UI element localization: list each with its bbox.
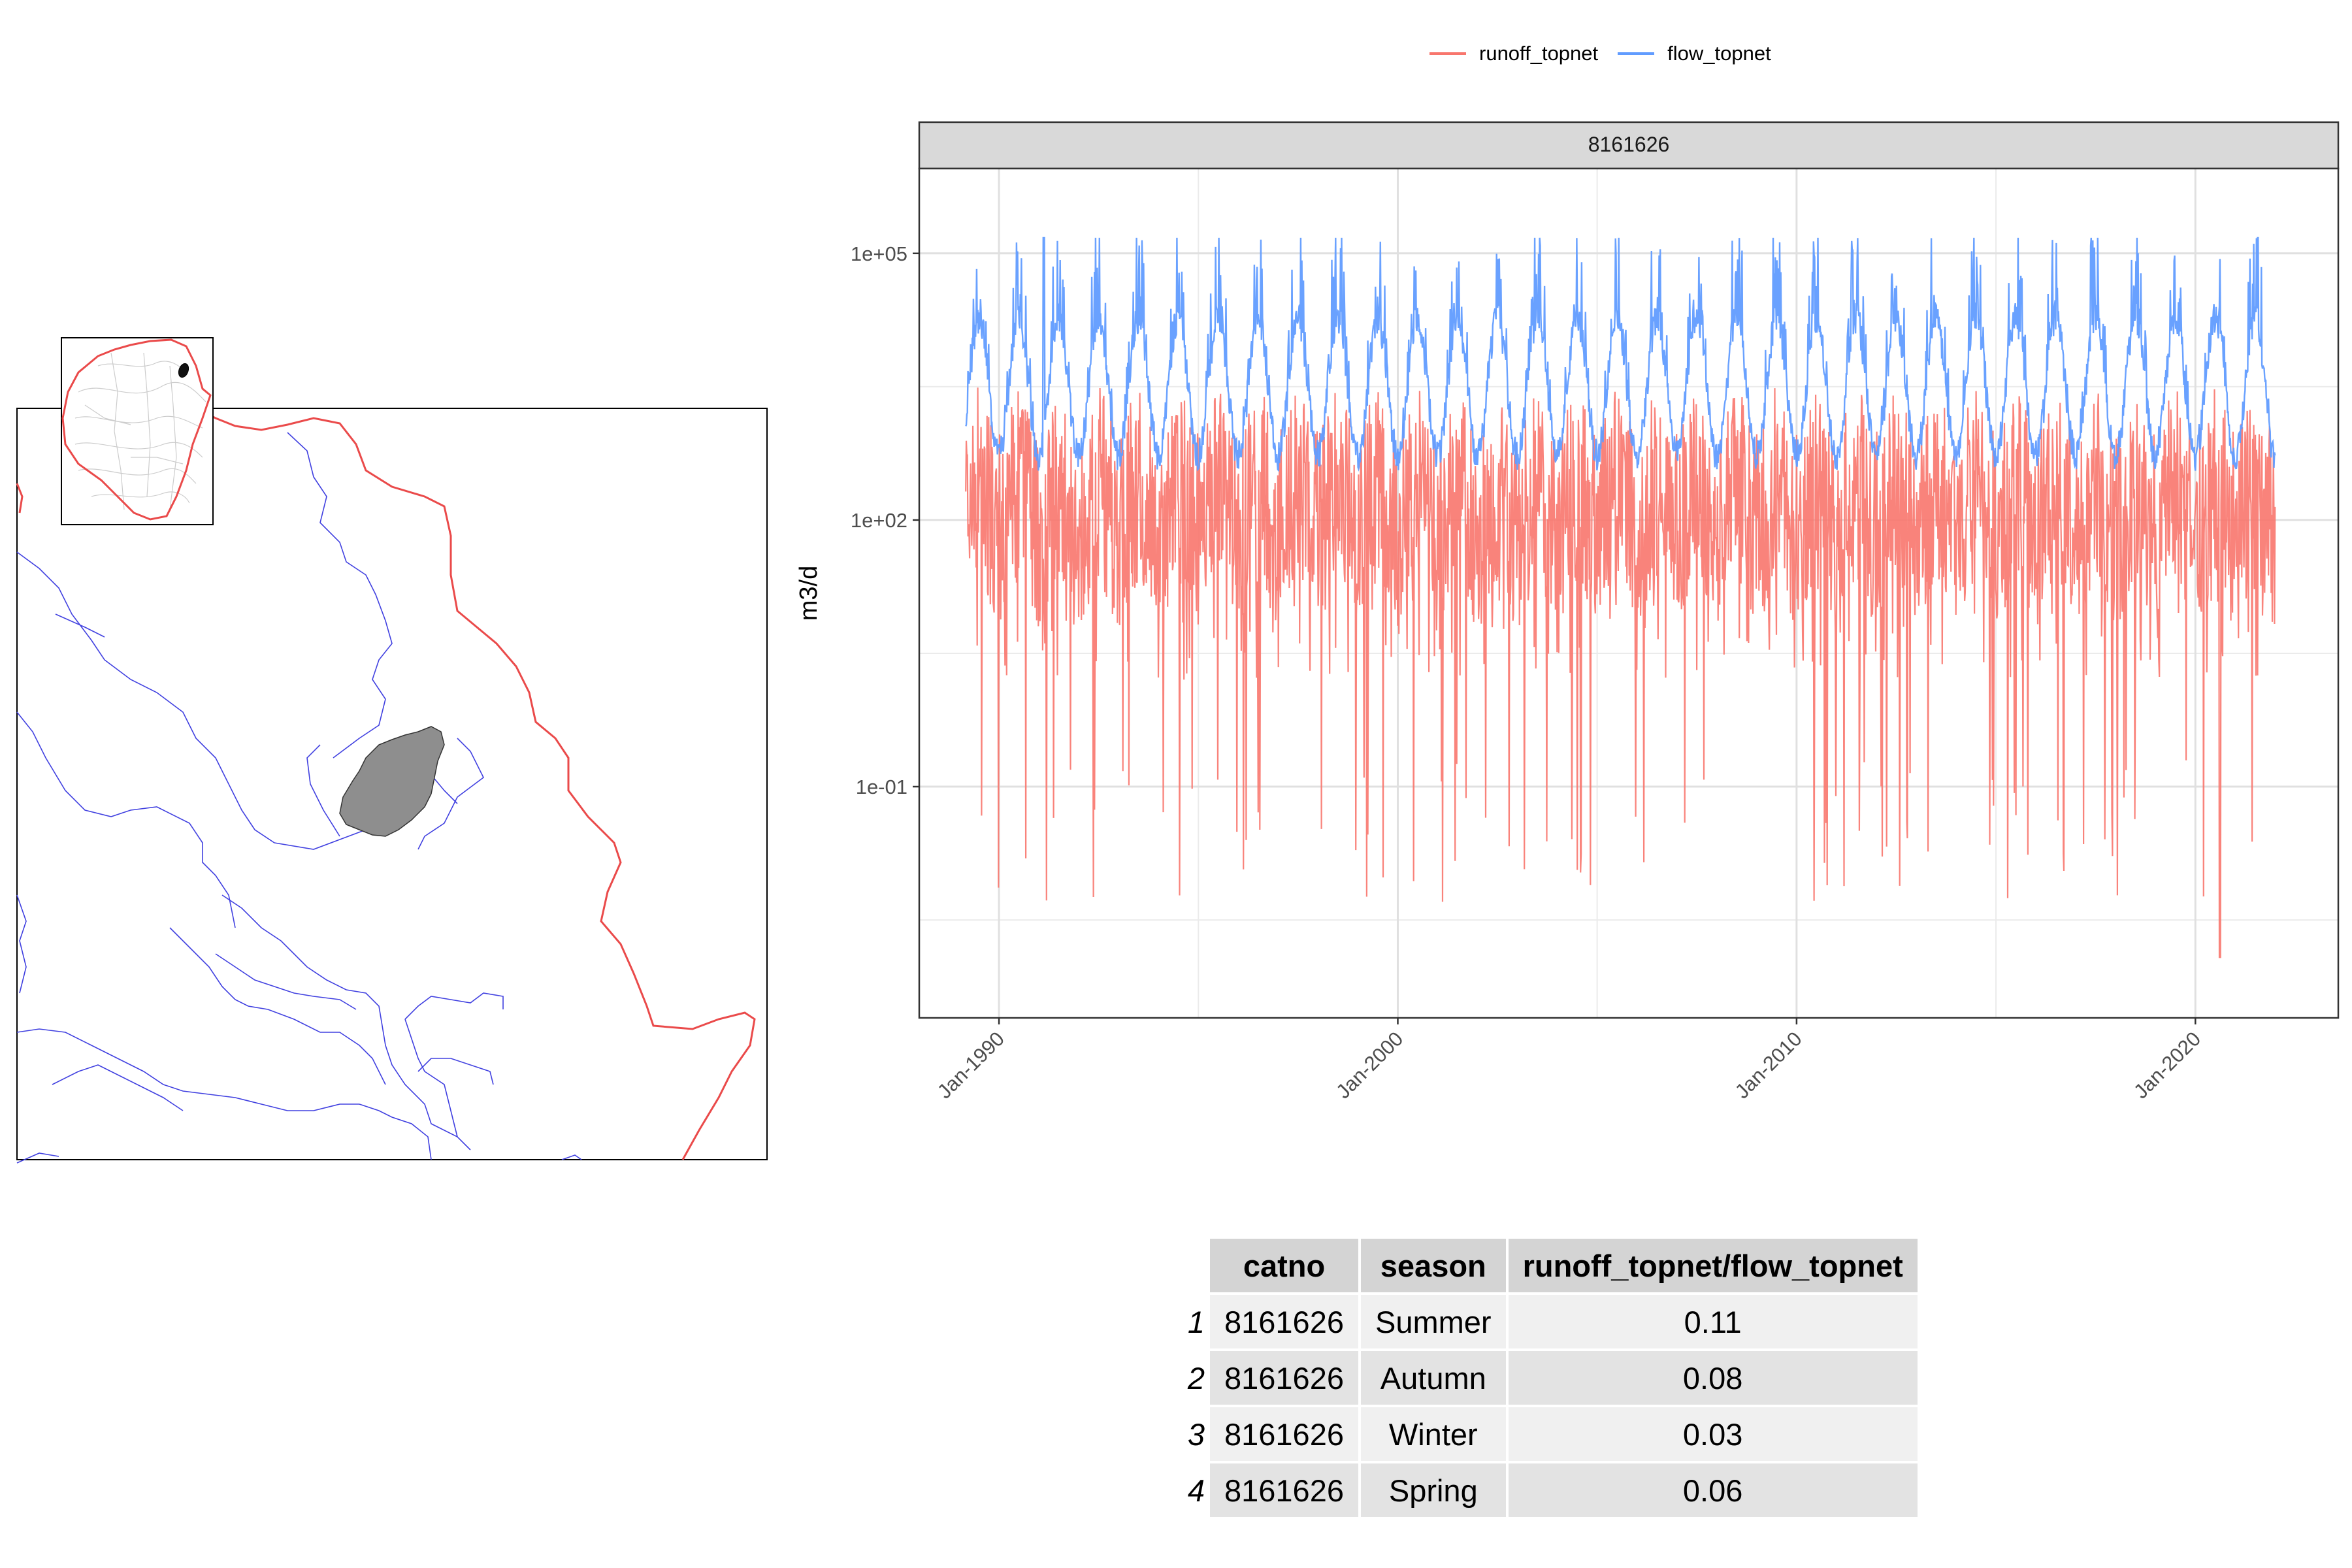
ratio-table: catno season runoff_topnet/flow_topnet 1… <box>1176 1236 1920 1520</box>
cell-ratio: 0.08 <box>1508 1351 1918 1405</box>
chart-legend: runoff_topnet flow_topnet <box>1429 38 1791 69</box>
inset-locator-map <box>61 337 214 525</box>
cell-catno: 8161626 <box>1210 1407 1358 1461</box>
table-row: 4 8161626 Spring 0.06 <box>1179 1463 1918 1517</box>
cell-ratio: 0.11 <box>1508 1295 1918 1348</box>
legend-key-flow-topnet <box>1618 52 1655 55</box>
cell-season: Spring <box>1360 1463 1506 1517</box>
x-tick-label: Jan-2000 <box>1331 1027 1407 1103</box>
table-row: 3 8161626 Winter 0.03 <box>1179 1407 1918 1461</box>
row-index: 4 <box>1187 1473 1205 1508</box>
row-index: 2 <box>1187 1360 1205 1396</box>
cell-ratio: 0.03 <box>1508 1407 1918 1461</box>
cell-catno: 8161626 <box>1210 1351 1358 1405</box>
legend-label-runoff-topnet: runoff_topnet <box>1479 42 1599 65</box>
cell-catno: 8161626 <box>1210 1463 1358 1517</box>
column-header-catno: catno <box>1210 1239 1358 1292</box>
ratio-table-wrap: catno season runoff_topnet/flow_topnet 1… <box>1176 1236 1920 1520</box>
column-header-ratio: runoff_topnet/flow_topnet <box>1508 1239 1918 1292</box>
legend-item-flow-topnet: flow_topnet <box>1618 42 1771 65</box>
legend-item-runoff-topnet: runoff_topnet <box>1429 42 1598 65</box>
facet-strip-label: 8161626 <box>1588 133 1670 156</box>
x-tick-label: Jan-2010 <box>1731 1027 1806 1103</box>
series-runoff-topnet <box>965 387 2276 958</box>
table-row: 1 8161626 Summer 0.11 <box>1179 1295 1918 1348</box>
column-header-season: season <box>1360 1239 1506 1292</box>
y-tick-label: 1e+05 <box>851 242 907 265</box>
legend-label-flow-topnet: flow_topnet <box>1667 42 1771 65</box>
y-axis: 1e-01 1e+02 1e+05 <box>851 242 919 798</box>
catchment-polygon <box>339 726 445 837</box>
region-boundary <box>16 407 756 1160</box>
y-axis-title: m3/d <box>795 566 823 621</box>
cell-ratio: 0.06 <box>1508 1463 1918 1517</box>
facet-strip <box>918 121 2340 170</box>
series-flow-topnet <box>965 237 2276 472</box>
x-tick-label: Jan-1990 <box>933 1027 1009 1103</box>
legend-key-runoff-topnet <box>1429 52 1466 55</box>
cell-season: Autumn <box>1360 1351 1506 1405</box>
y-tick-label: 1e+02 <box>851 509 907 532</box>
row-index: 3 <box>1187 1416 1205 1452</box>
x-axis: Jan-1990 Jan-2000 Jan-2010 Jan-2020 <box>933 1018 2205 1103</box>
catchment-map <box>16 337 768 1164</box>
cell-season: Summer <box>1360 1295 1506 1348</box>
table-header-row: catno season runoff_topnet/flow_topnet <box>1179 1239 1918 1292</box>
series-line-flow-topnet <box>965 237 2276 472</box>
series-line-runoff-topnet <box>965 387 2276 958</box>
plot-border <box>918 167 2340 1019</box>
y-tick-label: 1e-01 <box>856 776 907 798</box>
row-index: 1 <box>1187 1304 1205 1339</box>
cell-catno: 8161626 <box>1210 1295 1358 1348</box>
cell-season: Winter <box>1360 1407 1506 1461</box>
x-tick-label: Jan-2020 <box>2129 1027 2205 1103</box>
table-corner <box>1179 1239 1207 1292</box>
table-row: 2 8161626 Autumn 0.08 <box>1179 1351 1918 1405</box>
